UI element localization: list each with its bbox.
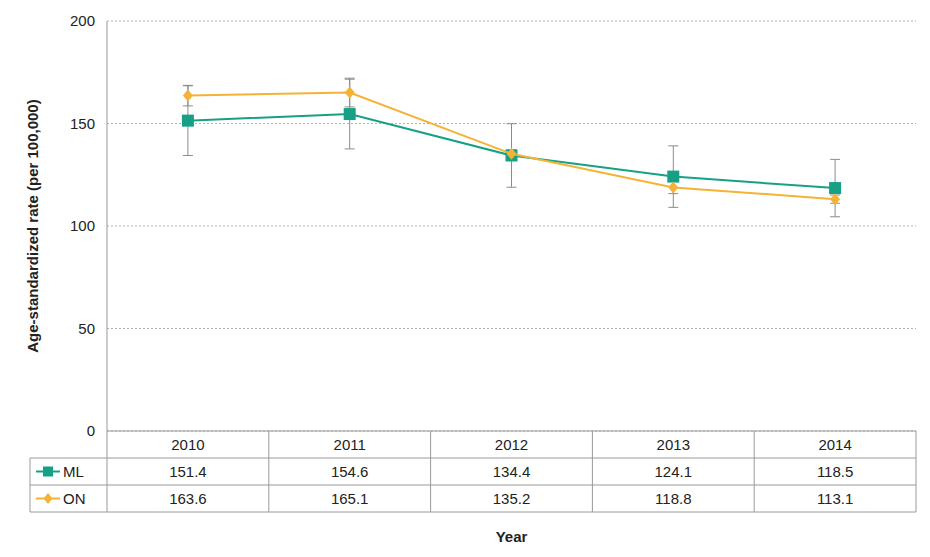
table-line <box>30 458 916 459</box>
data-point <box>667 171 679 183</box>
error-bar <box>668 181 678 193</box>
grid-line <box>107 328 916 329</box>
data-point <box>830 193 840 205</box>
data-point <box>344 108 356 120</box>
table-value: 113.1 <box>817 490 853 507</box>
y-tick-label: 100 <box>70 217 95 234</box>
y-tick-label: 0 <box>87 422 95 439</box>
legend-label: ML <box>63 463 84 480</box>
table-line <box>30 485 916 486</box>
table-line <box>592 431 593 512</box>
x-tick-label: 2013 <box>657 436 690 453</box>
table-value: 163.6 <box>169 490 207 507</box>
data-point <box>182 115 194 127</box>
table-value: 154.6 <box>331 463 369 480</box>
error-bar <box>507 124 517 188</box>
table-line <box>30 512 916 513</box>
table-value: 124.1 <box>655 463 693 480</box>
table-value: 118.8 <box>655 490 691 507</box>
table-value: 165.1 <box>331 490 369 507</box>
plot-area <box>182 78 841 217</box>
y-axis-title: Age-standardized rate (per 100,000) <box>24 99 41 352</box>
error-bar <box>830 159 840 216</box>
table-value: 118.5 <box>817 463 853 480</box>
grid-line <box>107 431 916 432</box>
y-tick-label: 200 <box>70 12 95 29</box>
data-point <box>183 90 193 102</box>
table-line <box>916 431 917 512</box>
table-line <box>107 431 916 432</box>
error-bar <box>345 78 355 107</box>
table-line <box>30 458 31 512</box>
x-tick-label: 2011 <box>334 436 366 453</box>
x-tick-label: 2012 <box>495 436 528 453</box>
error-bar <box>183 86 193 156</box>
data-point <box>668 181 678 193</box>
table-line <box>268 431 269 512</box>
chart: 0 50 100 150 200 Age-standardized rate (per 1… <box>0 0 930 557</box>
data-point <box>829 182 841 194</box>
error-bar <box>345 79 355 149</box>
data-point <box>345 87 355 99</box>
grid-line <box>107 226 916 227</box>
error-bar <box>668 146 678 208</box>
legend-label: ON <box>63 490 86 507</box>
table-value: 134.4 <box>493 463 531 480</box>
table-line <box>107 431 108 512</box>
data-point <box>507 148 517 160</box>
x-tick-label: 2010 <box>171 436 204 453</box>
table-value: 151.4 <box>169 463 207 480</box>
x-axis-title: Year <box>496 528 528 545</box>
grid-line <box>107 21 916 22</box>
y-tick-label: 150 <box>70 115 95 132</box>
y-tick-label: 50 <box>78 320 95 337</box>
legend-marker <box>43 467 53 477</box>
y-axis-line <box>107 21 108 431</box>
table-line <box>430 431 431 512</box>
table-value: 135.2 <box>493 490 531 507</box>
series-line <box>188 93 835 200</box>
table-line <box>754 431 755 512</box>
x-tick-label: 2014 <box>818 436 851 453</box>
error-bar <box>183 85 193 106</box>
legend-marker <box>44 493 53 504</box>
series-line <box>188 114 835 188</box>
